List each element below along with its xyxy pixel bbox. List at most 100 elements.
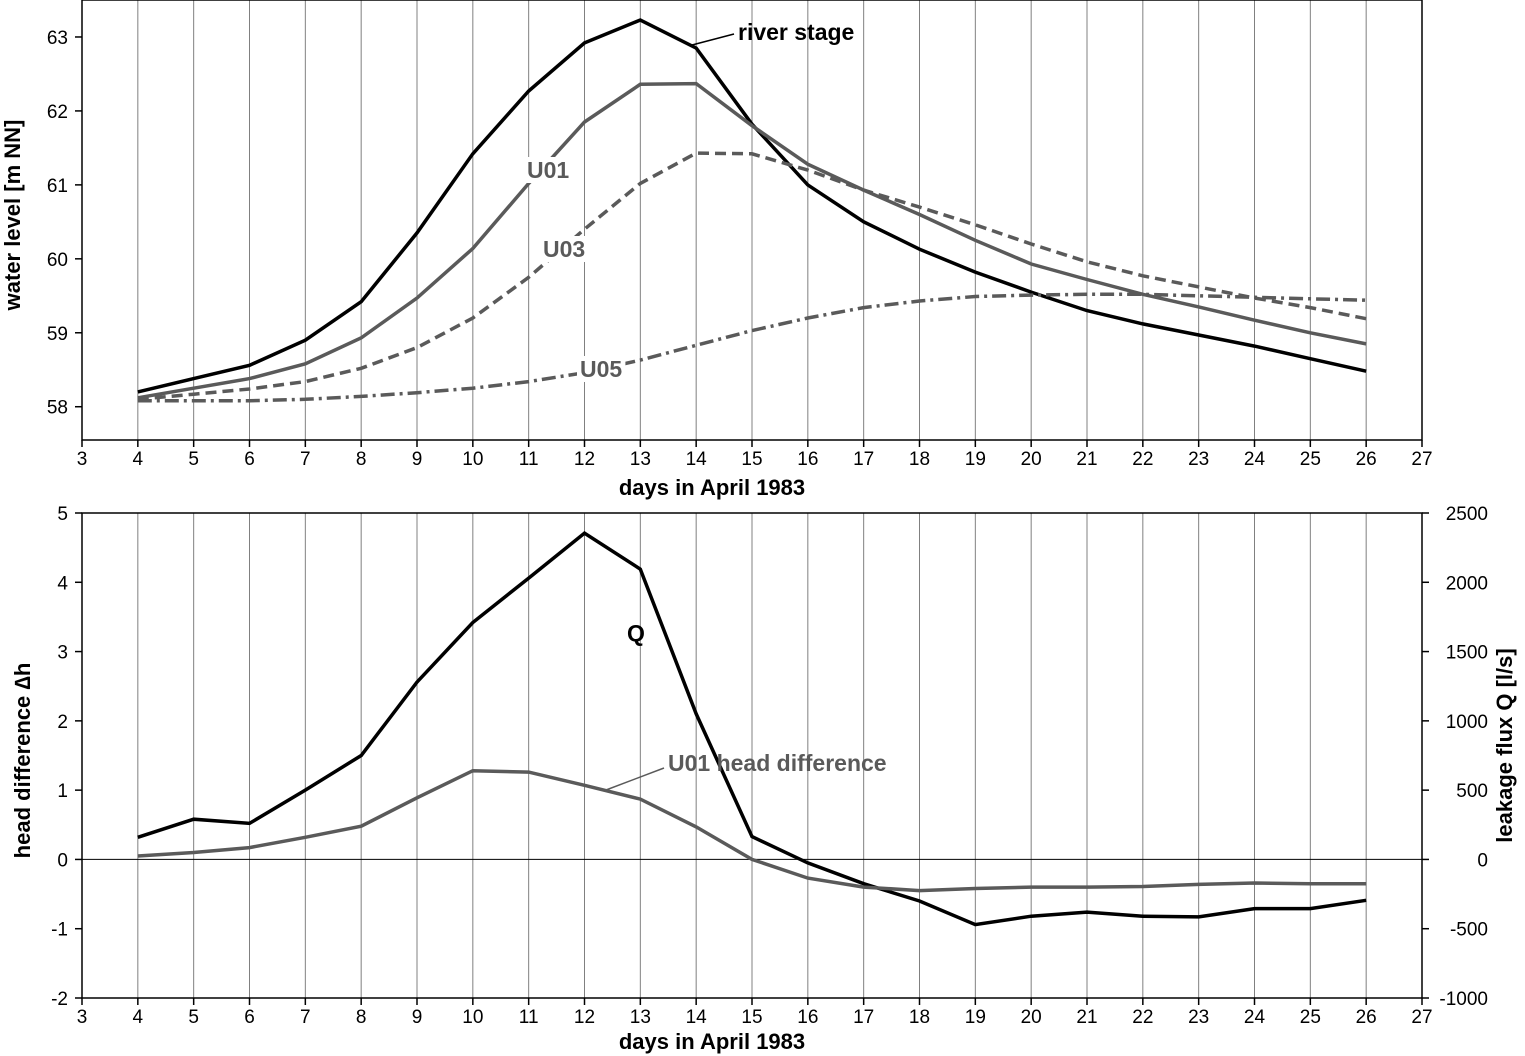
label-background xyxy=(524,157,573,183)
y2-tick-label: 2000 xyxy=(1446,573,1488,594)
bottom-series xyxy=(137,530,1367,927)
x-tick-label: 23 xyxy=(1188,449,1209,470)
x-tick-label: 19 xyxy=(965,449,986,470)
top-grid xyxy=(137,0,1367,440)
y2-tick-label: 500 xyxy=(1456,781,1488,802)
series-label-u01: U01 xyxy=(527,157,569,183)
x-tick-label: 19 xyxy=(965,1007,986,1028)
bottom-y2-ticks: -1000 -500 0 500 1000 1500 2000 2500 xyxy=(1422,504,1488,1010)
x-tick-label: 22 xyxy=(1132,449,1153,470)
series-label-q: Q xyxy=(627,620,645,646)
y-tick-label: 58 xyxy=(47,398,68,419)
x-tick-label: 25 xyxy=(1300,1007,1321,1028)
top-y-axis-title: water level [m NN] xyxy=(0,120,25,312)
x-tick-label: 21 xyxy=(1076,449,1097,470)
bottom-y-axis-title: head difference ∆h xyxy=(10,663,35,859)
y2-tick-label: -500 xyxy=(1450,920,1488,941)
x-tick-label: 5 xyxy=(188,449,199,470)
x-tick-label: 6 xyxy=(244,1007,255,1028)
x-tick-label: 27 xyxy=(1411,1007,1432,1028)
x-tick-label: 3 xyxy=(77,1007,88,1028)
y-tick-label: 4 xyxy=(57,573,68,594)
series-label-u01-head-difference: U01 head difference xyxy=(668,750,887,776)
water-level-panel: 3 4 5 6 7 8 9 10 11 12 13 14 15 16 17 18 19 20 21 22 23 24 25 2… xyxy=(0,0,1433,500)
y-tick-label: 61 xyxy=(47,176,68,197)
x-tick-label: 10 xyxy=(462,1007,483,1028)
bottom-x-axis-title: days in April 1983 xyxy=(619,1029,805,1054)
x-tick-label: 21 xyxy=(1076,1007,1097,1028)
series-label-u03: U03 xyxy=(543,236,585,262)
x-tick-label: 18 xyxy=(909,1007,930,1028)
x-tick-label: 9 xyxy=(412,449,423,470)
x-tick-label: 4 xyxy=(133,449,144,470)
series-line-u05 xyxy=(137,292,1367,403)
x-tick-label: 6 xyxy=(244,449,255,470)
y-tick-label: 5 xyxy=(57,504,68,525)
x-tick-label: 27 xyxy=(1411,449,1432,470)
x-tick-label: 7 xyxy=(300,449,311,470)
y2-tick-label: 1500 xyxy=(1446,643,1488,664)
x-tick-label: 15 xyxy=(741,1007,762,1028)
x-tick-label: 20 xyxy=(1021,1007,1042,1028)
bottom-y2-axis-title: leakage flux Q [l/s] xyxy=(1492,648,1517,842)
x-tick-label: 13 xyxy=(630,1007,651,1028)
head-difference-panel: 3 4 5 6 7 8 9 10 11 12 13 14 15 16 17 18 19 20 21 22 23 24 25 2… xyxy=(10,504,1517,1054)
x-tick-label: 12 xyxy=(574,449,595,470)
x-tick-label: 20 xyxy=(1021,449,1042,470)
x-tick-label: 9 xyxy=(412,1007,423,1028)
series-label-river-stage: river stage xyxy=(738,19,854,45)
y2-tick-label: 1000 xyxy=(1446,712,1488,733)
x-tick-label: 4 xyxy=(133,1007,144,1028)
x-tick-label: 11 xyxy=(519,449,539,470)
top-series-labels: river stage U01 U03 U05 xyxy=(524,19,854,382)
x-tick-label: 24 xyxy=(1244,1007,1266,1028)
y-tick-label: 2 xyxy=(57,712,68,733)
x-tick-label: 7 xyxy=(300,1007,311,1028)
y-tick-label: 63 xyxy=(47,28,68,49)
x-tick-label: 24 xyxy=(1244,449,1266,470)
x-tick-label: 8 xyxy=(356,449,367,470)
y-tick-label: 3 xyxy=(57,643,68,664)
y-tick-label: 62 xyxy=(47,102,68,123)
y-tick-label: 0 xyxy=(57,850,68,871)
x-tick-label: 14 xyxy=(686,449,708,470)
label-background xyxy=(540,236,589,262)
top-x-axis-title: days in April 1983 xyxy=(619,475,805,500)
x-tick-label: 3 xyxy=(77,449,88,470)
x-tick-label: 8 xyxy=(356,1007,367,1028)
x-tick-label: 22 xyxy=(1132,1007,1153,1028)
y2-tick-label: 2500 xyxy=(1446,504,1488,525)
y-tick-label: 59 xyxy=(47,324,68,345)
series-line-q xyxy=(137,530,1367,927)
bottom-series-labels: Q U01 head difference xyxy=(605,620,887,791)
y2-tick-label: -1000 xyxy=(1439,989,1488,1010)
label-leader-line xyxy=(691,33,735,46)
x-tick-label: 17 xyxy=(853,1007,874,1028)
x-tick-label: 16 xyxy=(797,449,818,470)
y-tick-label: -1 xyxy=(51,920,68,941)
x-tick-label: 23 xyxy=(1188,1007,1209,1028)
label-leader-line xyxy=(605,767,665,791)
x-tick-label: 12 xyxy=(574,1007,595,1028)
y2-tick-label: 0 xyxy=(1477,850,1488,871)
x-tick-label: 13 xyxy=(630,449,651,470)
x-tick-label: 17 xyxy=(853,449,874,470)
x-tick-label: 26 xyxy=(1356,1007,1377,1028)
x-tick-label: 5 xyxy=(188,1007,199,1028)
x-tick-label: 14 xyxy=(686,1007,708,1028)
series-line-u01-head-difference xyxy=(137,768,1367,893)
top-x-ticks: 3 4 5 6 7 8 9 10 11 12 13 14 15 16 17 18 19 20 21 22 23 24 25 2… xyxy=(77,440,1433,470)
bottom-y-ticks: -2 -1 0 1 2 3 4 5 xyxy=(51,504,82,1010)
x-tick-label: 15 xyxy=(741,449,762,470)
x-tick-label: 26 xyxy=(1356,449,1377,470)
series-line-u01 xyxy=(137,81,1367,400)
y-tick-label: -2 xyxy=(51,989,68,1010)
label-background xyxy=(577,356,626,382)
series-label-u05: U05 xyxy=(580,356,622,382)
series-line-u03 xyxy=(137,151,1367,402)
y-tick-label: 60 xyxy=(47,250,68,271)
bottom-x-ticks: 3 4 5 6 7 8 9 10 11 12 13 14 15 16 17 18 19 20 21 22 23 24 25 2… xyxy=(77,998,1433,1028)
y-tick-label: 1 xyxy=(57,781,68,802)
x-tick-label: 25 xyxy=(1300,449,1321,470)
